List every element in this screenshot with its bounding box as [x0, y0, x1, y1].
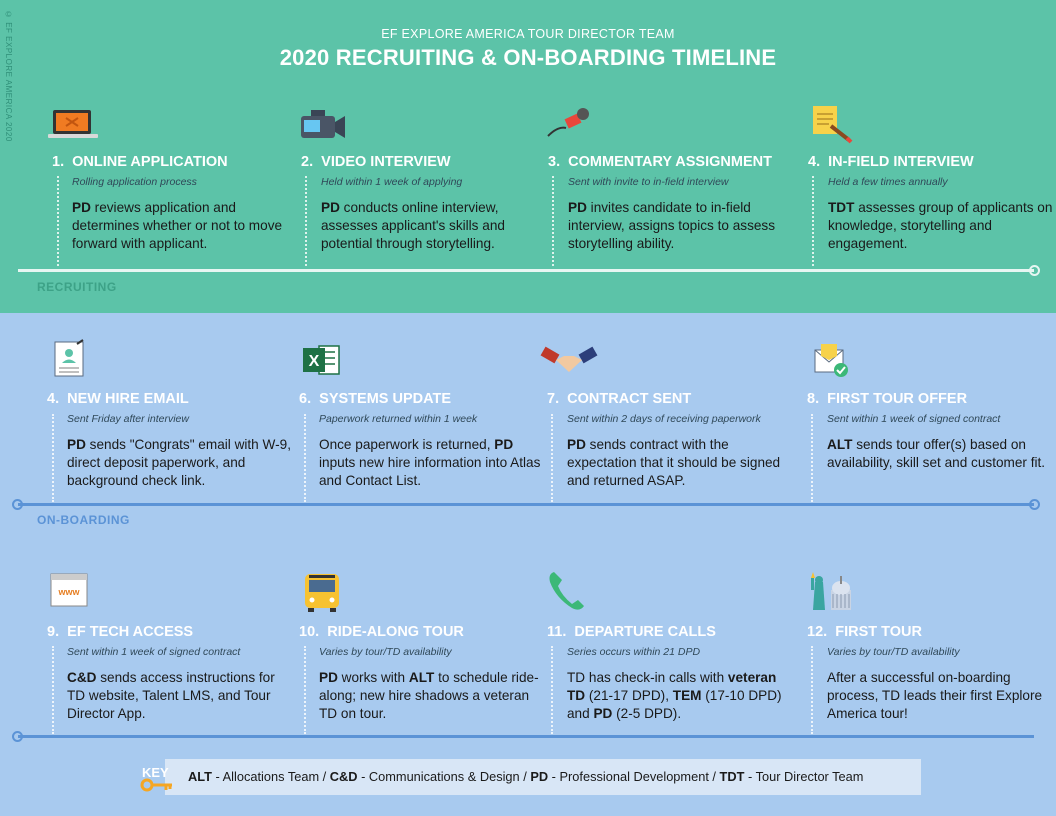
- key-icon: [140, 778, 172, 792]
- onboarding-timeline-upper: [12, 499, 1040, 510]
- microphone-icon: [536, 96, 602, 156]
- step-divider: [304, 646, 306, 734]
- document-icon: [37, 336, 103, 396]
- step-title: 4. IN-FIELD INTERVIEW: [808, 154, 974, 170]
- step-divider: [551, 414, 553, 502]
- step-title: 3. COMMENTARY ASSIGNMENT: [548, 154, 772, 170]
- key-legend: ALT - Allocations Team / C&D - Communica…: [165, 759, 921, 795]
- step-first-tour-offer: 8. FIRST TOUR OFFER Sent within 1 week o…: [807, 391, 1052, 472]
- step-description: PD conducts online interview, assesses a…: [321, 200, 505, 251]
- step-subtitle: Rolling application process: [72, 176, 197, 188]
- step-description: PD invites candidate to in-field intervi…: [568, 200, 776, 251]
- step-divider: [551, 646, 553, 734]
- step-title: 4. NEW HIRE EMAIL: [47, 391, 189, 407]
- step-title: 2. VIDEO INTERVIEW: [301, 154, 451, 170]
- step-description: C&D sends access instructions for TD web…: [67, 670, 275, 721]
- envelope-check-icon: [797, 336, 863, 396]
- step-video-interview: 2. VIDEO INTERVIEW Held within 1 week of…: [301, 154, 546, 253]
- step-departure-calls: 11. DEPARTURE CALLS Series occurs within…: [547, 624, 792, 723]
- step-subtitle: Varies by tour/TD availability: [827, 646, 960, 658]
- step-title: 9. EF TECH ACCESS: [47, 624, 194, 640]
- step-divider: [811, 414, 813, 502]
- step-divider: [57, 176, 59, 266]
- step-systems-update: 6. SYSTEMS UPDATE Paperwork returned wit…: [299, 391, 544, 490]
- svg-text:X: X: [309, 353, 320, 370]
- step-subtitle: Sent within 1 week of signed contract: [67, 646, 241, 658]
- step-in-field-interview: 4. IN-FIELD INTERVIEW Held a few times a…: [808, 154, 1053, 253]
- step-divider: [304, 414, 306, 502]
- step-new-hire-email: 4. NEW HIRE EMAIL Sent Friday after inte…: [47, 391, 292, 490]
- key-legend-text: ALT - Allocations Team / C&D - Communica…: [188, 769, 864, 784]
- step-title: 6. SYSTEMS UPDATE: [299, 391, 452, 407]
- step-title: 8. FIRST TOUR OFFER: [807, 391, 968, 407]
- step-subtitle: Paperwork returned within 1 week: [319, 413, 478, 425]
- step-title: 10. RIDE-ALONG TOUR: [299, 624, 464, 640]
- step-divider: [552, 176, 554, 266]
- step-description: PD reviews application and determines wh…: [72, 200, 283, 251]
- step-subtitle: Varies by tour/TD availability: [319, 646, 452, 658]
- notepad-icon: [797, 96, 863, 156]
- step-ef-tech-access: 9. EF TECH ACCESS Sent within 1 week of …: [47, 624, 292, 723]
- recruiting-label: RECRUITING: [37, 280, 117, 294]
- statue-of-liberty-icon: [797, 568, 863, 628]
- step-description: PD works with ALT to schedule ride-along…: [319, 670, 539, 721]
- step-description: PD sends contract with the expectation t…: [567, 437, 781, 488]
- step-description: ALT sends tour offer(s) based on availab…: [827, 437, 1046, 470]
- step-subtitle: Held within 1 week of applying: [321, 176, 463, 188]
- step-title: 11. DEPARTURE CALLS: [547, 624, 716, 640]
- recruiting-timeline: [18, 265, 1040, 276]
- step-divider: [52, 646, 54, 734]
- handshake-icon: [536, 336, 602, 396]
- step-contract-sent: 7. CONTRACT SENT Sent within 2 days of r…: [547, 391, 792, 490]
- step-divider: [305, 176, 307, 266]
- step-title: 7. CONTRACT SENT: [547, 391, 692, 407]
- recruiting-section: [0, 0, 1056, 313]
- step-description: TD has check-in calls with veteran TD (2…: [567, 670, 782, 721]
- laptop-icon: [40, 96, 106, 156]
- browser-www-text: www: [57, 587, 80, 597]
- step-divider: [52, 414, 54, 502]
- step-ride-along-tour: 10. RIDE-ALONG TOUR Varies by tour/TD av…: [299, 624, 544, 723]
- step-commentary-assignment: 3. COMMENTARY ASSIGNMENT Sent with invit…: [548, 154, 793, 253]
- onboarding-section: [0, 313, 1056, 816]
- phone-icon: [536, 568, 602, 628]
- step-description: After a successful on-boarding process, …: [827, 670, 1043, 721]
- onboarding-label: ON-BOARDING: [37, 513, 130, 527]
- step-first-tour: 12. FIRST TOUR Varies by tour/TD availab…: [807, 624, 1043, 723]
- header-subtitle: EF EXPLORE AMERICA TOUR DIRECTOR TEAM: [381, 27, 675, 41]
- step-title: 1. ONLINE APPLICATION: [52, 154, 228, 170]
- step-subtitle: Held a few times annually: [828, 176, 948, 188]
- onboarding-timeline-lower: [12, 731, 1034, 742]
- bus-icon: [289, 568, 355, 628]
- copyright-watermark: © EF EXPLORE AMERICA 2020: [4, 10, 13, 142]
- step-subtitle: Sent within 2 days of receiving paperwor…: [567, 413, 761, 425]
- step-divider: [812, 176, 814, 266]
- browser-icon: www: [37, 568, 103, 628]
- step-description: Once paperwork is returned, PD inputs ne…: [319, 437, 541, 488]
- step-title: 12. FIRST TOUR: [807, 624, 922, 640]
- page-title: 2020 RECRUITING & ON-BOARDING TIMELINE: [279, 45, 777, 70]
- video-camera-icon: [289, 96, 355, 156]
- step-description: TDT assesses group of applicants on know…: [828, 200, 1053, 251]
- step-subtitle: Sent Friday after interview: [67, 413, 189, 425]
- step-subtitle: Sent within 1 week of signed contract: [827, 413, 1001, 425]
- step-subtitle: Series occurs within 21 DPD: [567, 646, 701, 658]
- step-online-application: 1. ONLINE APPLICATION Rolling applicatio…: [52, 154, 297, 253]
- key-label: KEY: [142, 765, 169, 780]
- step-subtitle: Sent with invite to in-field interview: [568, 176, 729, 188]
- spreadsheet-icon: X: [289, 336, 355, 396]
- step-description: PD sends "Congrats" email with W-9, dire…: [67, 437, 291, 488]
- step-divider: [811, 646, 813, 734]
